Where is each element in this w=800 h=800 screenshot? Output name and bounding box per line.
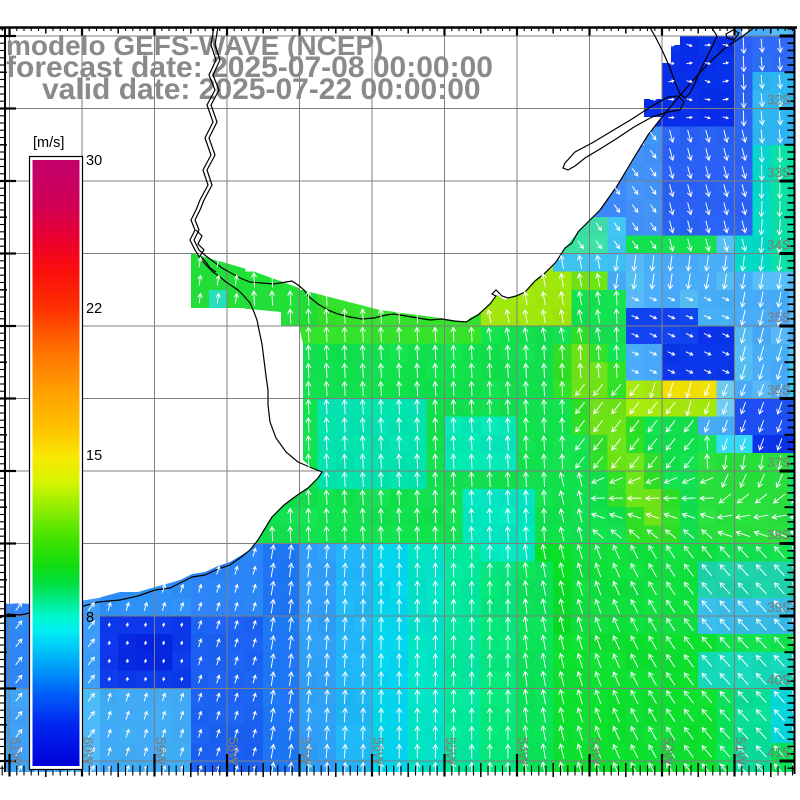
svg-text:[m/s]: [m/s] xyxy=(33,135,64,151)
svg-text:59W: 59W xyxy=(153,737,168,765)
svg-text:37S: 37S xyxy=(767,455,791,470)
svg-text:modelo GEFS-WAVE (NCEP): modelo GEFS-WAVE (NCEP) xyxy=(6,30,384,61)
svg-text:8: 8 xyxy=(86,610,94,626)
svg-text:38S: 38S xyxy=(767,528,791,543)
svg-text:30: 30 xyxy=(86,153,102,169)
svg-text:32S: 32S xyxy=(767,93,791,108)
svg-text:34S: 34S xyxy=(767,238,791,253)
svg-text:54W: 54W xyxy=(516,737,531,765)
svg-text:51W: 51W xyxy=(733,737,748,765)
svg-text:58W: 58W xyxy=(226,737,241,765)
svg-text:41S: 41S xyxy=(767,745,791,760)
svg-text:53W: 53W xyxy=(588,737,603,765)
svg-text:36S: 36S xyxy=(767,383,791,398)
svg-text:57W: 57W xyxy=(298,737,313,765)
svg-text:56W: 56W xyxy=(371,737,386,765)
svg-text:55W: 55W xyxy=(443,737,458,765)
svg-text:39S: 39S xyxy=(767,600,791,615)
svg-text:33S: 33S xyxy=(767,165,791,180)
svg-text:40S: 40S xyxy=(767,673,791,688)
svg-text:forecast date: 2025-07-08 00:0: forecast date: 2025-07-08 00:00:00 xyxy=(6,51,493,84)
svg-text:52W: 52W xyxy=(661,737,676,765)
svg-text:22: 22 xyxy=(86,301,102,317)
svg-text:valid date: 2025-07-22 00:00:0: valid date: 2025-07-22 00:00:00 xyxy=(42,73,481,106)
svg-text:15: 15 xyxy=(86,448,102,464)
svg-text:35S: 35S xyxy=(767,310,791,325)
svg-text:60W: 60W xyxy=(81,737,96,765)
svg-text:61W: 61W xyxy=(8,737,23,765)
